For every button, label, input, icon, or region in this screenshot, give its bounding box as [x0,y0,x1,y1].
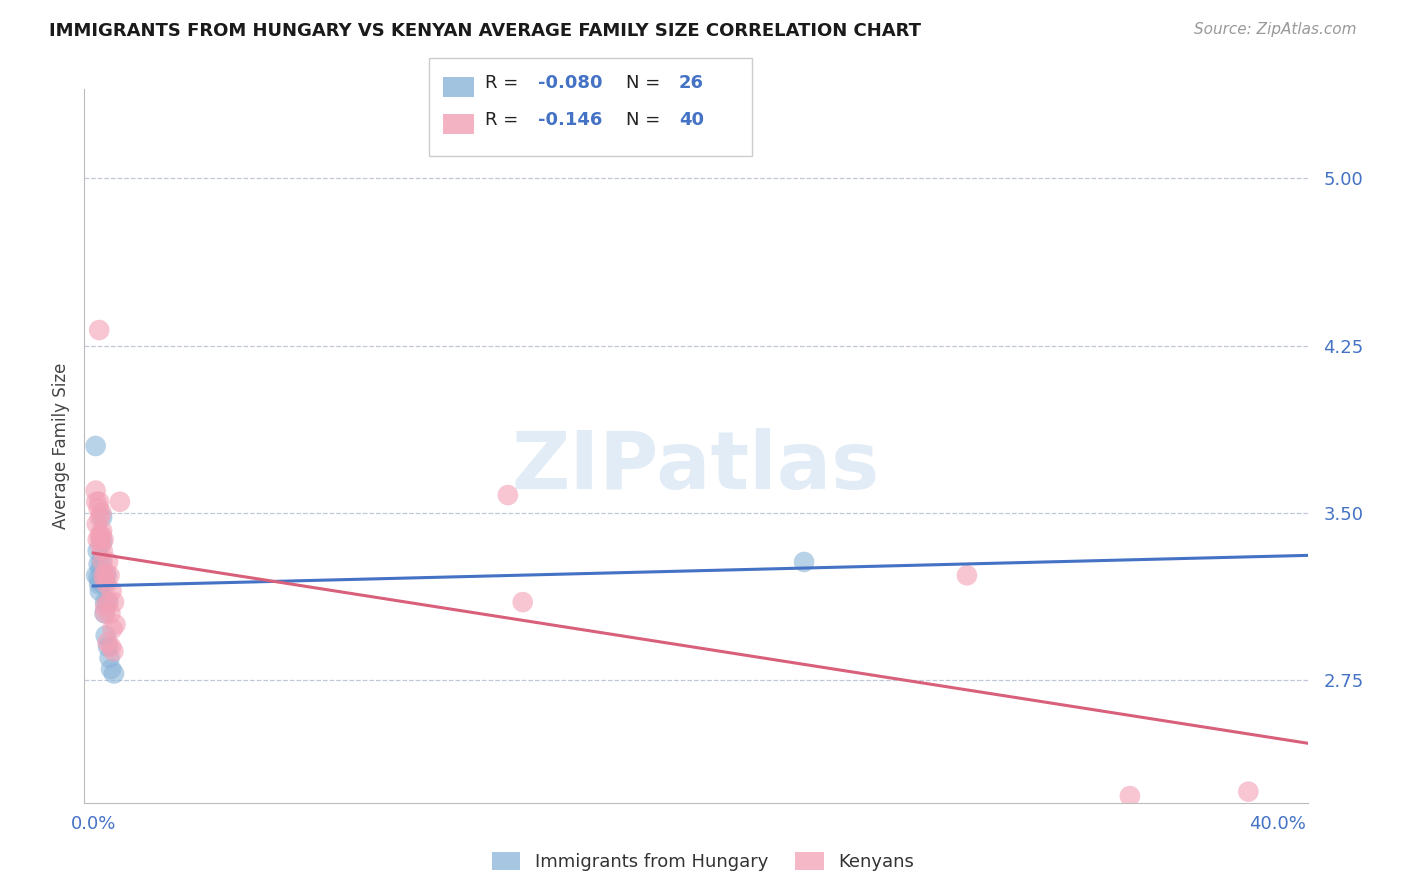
Point [91,566,114,580]
Point [793,555,815,569]
Point [96,635,118,649]
Point [1119,789,1142,803]
Text: ZIPatlas: ZIPatlas [512,428,880,507]
Point [86,533,108,547]
Text: N =: N = [626,74,665,92]
Point [94,566,117,580]
Text: 40: 40 [679,112,704,129]
Point [512,595,534,609]
Point [90,533,112,547]
Point [90,539,112,553]
Text: IMMIGRANTS FROM HUNGARY VS KENYAN AVERAGE FAMILY SIZE CORRELATION CHART: IMMIGRANTS FROM HUNGARY VS KENYAN AVERAG… [49,22,921,40]
Point [94,628,117,642]
Point [91,555,114,569]
Point [100,583,122,598]
Point [86,516,108,531]
Point [96,568,118,582]
Point [104,617,127,632]
Text: Source: ZipAtlas.com: Source: ZipAtlas.com [1194,22,1357,37]
Point [956,568,979,582]
Point [91,510,114,524]
Point [93,577,115,591]
Text: -0.146: -0.146 [538,112,603,129]
Point [93,573,115,587]
Point [103,595,125,609]
Point [89,577,111,591]
Point [94,599,117,614]
Point [97,595,120,609]
Point [98,650,121,665]
Point [87,571,110,585]
Point [84,494,107,508]
Point [89,323,111,337]
Point [90,506,112,520]
Text: 26: 26 [679,74,704,92]
Point [89,510,111,524]
Point [90,574,112,589]
Point [100,640,122,654]
Point [96,577,118,591]
Point [100,662,122,676]
Point [93,607,115,621]
Point [96,595,118,609]
Point [90,561,112,575]
Point [100,607,122,621]
Point [90,555,112,569]
Point [101,622,124,636]
Point [496,488,519,502]
Point [89,494,111,508]
Point [90,568,112,582]
Text: -0.080: -0.080 [538,74,603,92]
Point [103,666,125,681]
Text: R =: R = [485,74,524,92]
Point [103,644,125,658]
Point [94,607,117,621]
Point [93,573,115,587]
Point [90,528,112,542]
Point [86,543,108,558]
Point [87,501,110,516]
Point [84,568,107,582]
Y-axis label: Average Family Size: Average Family Size [52,363,70,529]
Point [97,555,120,569]
Point [84,483,107,498]
Point [89,583,111,598]
Point [108,494,131,508]
Point [87,557,110,571]
Text: N =: N = [626,112,665,129]
Point [94,595,117,609]
Point [89,528,111,542]
Text: R =: R = [485,112,524,129]
Point [98,568,121,582]
Point [93,533,115,547]
Point [97,640,120,654]
Point [91,543,114,558]
Point [1237,785,1260,799]
Point [91,534,114,549]
Point [84,439,107,453]
Point [91,524,114,538]
Legend: Immigrants from Hungary, Kenyans: Immigrants from Hungary, Kenyans [484,845,922,879]
Point [93,568,115,582]
